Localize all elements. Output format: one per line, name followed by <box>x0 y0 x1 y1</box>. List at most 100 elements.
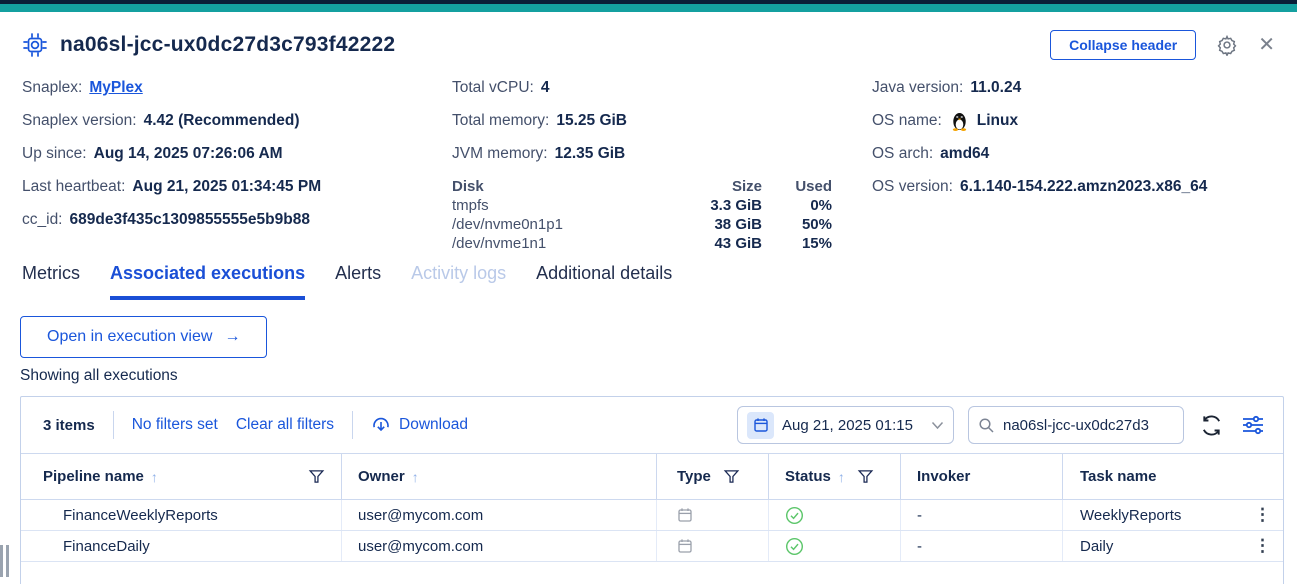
field-value: 689de3f435c1309855555e5b9b88 <box>69 211 310 228</box>
field-value: 4 <box>540 79 550 96</box>
tab-metrics[interactable]: Metrics <box>22 263 80 283</box>
column-settings-button[interactable] <box>1239 412 1267 438</box>
up-since-field: Up since: Aug 14, 2025 07:26:06 AM <box>22 144 452 164</box>
field-value: 11.0.24 <box>970 79 1022 96</box>
column-label: Status <box>785 468 831 485</box>
pipeline-name: FinanceWeeklyReports <box>63 506 218 524</box>
field-label: Last heartbeat: <box>22 178 126 195</box>
top-navy-bar <box>0 0 1297 4</box>
table-row[interactable]: FinanceDaily user@mycom.com - <box>21 531 1283 562</box>
chevron-down-icon <box>931 421 944 429</box>
table-row[interactable]: FinanceWeeklyReports user@mycom.com - <box>21 500 1283 531</box>
disk-size: 38 GiB <box>714 216 762 233</box>
pipeline-name-cell[interactable]: FinanceDaily <box>21 531 341 561</box>
disk-size-header: Size <box>731 178 762 195</box>
table-search[interactable]: na06sl-jcc-ux0dc27d3 <box>968 406 1184 444</box>
disk-used: 50% <box>801 216 832 233</box>
owner-value: user@mycom.com <box>358 537 484 555</box>
calendar-chip <box>747 411 774 439</box>
filter-funnel-icon[interactable] <box>723 468 740 485</box>
open-execution-view-button[interactable]: Open in execution view → <box>20 316 268 358</box>
column-header-invoker[interactable]: Invoker <box>900 454 1062 499</box>
field-value: amd64 <box>940 145 990 162</box>
task-name-value: WeeklyReports <box>1080 506 1182 524</box>
arrow-right-icon: → <box>224 328 241 345</box>
task-name-cell: Daily <box>1062 531 1242 561</box>
tab-additional-details[interactable]: Additional details <box>536 263 673 283</box>
open-execution-view-label: Open in execution view <box>47 328 213 345</box>
disk-size: 43 GiB <box>714 235 762 252</box>
field-label: JVM memory: <box>452 145 548 162</box>
linux-penguin-icon <box>952 113 966 131</box>
kebab-menu-icon[interactable]: ⋮ <box>1254 505 1271 524</box>
node-info-section: Snaplex: MyPlex Snaplex version: 4.42 (R… <box>0 70 1297 253</box>
column-header-pipeline-name[interactable]: Pipeline name ↑ <box>21 454 341 499</box>
detail-tabs: Metrics Associated executions Alerts Act… <box>0 253 1297 300</box>
disk-name: /dev/nvme0n1p1 <box>452 216 563 233</box>
column-header-type[interactable]: Type <box>656 454 768 499</box>
disk-name: tmpfs <box>452 197 489 214</box>
table-header-row: Pipeline name ↑ Owner ↑ Type <box>21 454 1283 500</box>
showing-executions-text: Showing all executions <box>20 367 178 384</box>
info-column-right: Java version: 11.0.24 OS name: Linux OS … <box>872 78 1275 253</box>
pipeline-name: FinanceDaily <box>63 537 150 555</box>
filter-funnel-icon[interactable] <box>857 468 874 485</box>
owner-value: user@mycom.com <box>358 506 484 524</box>
snaplex-field: Snaplex: MyPlex <box>22 78 452 98</box>
settings-gear-icon[interactable] <box>1214 32 1240 58</box>
top-teal-bar <box>0 4 1297 12</box>
no-filters-set-button[interactable]: No filters set <box>131 416 218 433</box>
toolbar-divider <box>112 411 114 439</box>
snaplex-version-field: Snaplex version: 4.42 (Recommended) <box>22 111 452 131</box>
snaplex-link[interactable]: MyPlex <box>89 79 143 96</box>
refresh-button[interactable] <box>1198 412 1225 439</box>
collapse-header-button[interactable]: Collapse header <box>1050 30 1197 60</box>
owner-cell: user@mycom.com <box>341 500 656 530</box>
date-range-value: Aug 21, 2025 01:15 <box>782 416 913 434</box>
disk-used-header: Used <box>795 178 832 195</box>
sort-asc-icon[interactable]: ↑ <box>411 468 419 485</box>
invoker-cell: - <box>900 531 1062 561</box>
kebab-menu-icon[interactable]: ⋮ <box>1254 536 1271 555</box>
sort-asc-icon[interactable]: ↑ <box>837 468 845 485</box>
field-label: Up since: <box>22 145 87 162</box>
info-column-left: Snaplex: MyPlex Snaplex version: 4.42 (R… <box>22 78 452 253</box>
tab-activity-logs: Activity logs <box>411 263 507 283</box>
field-label: Total memory: <box>452 112 550 129</box>
close-icon[interactable]: ✕ <box>1258 34 1275 56</box>
os-name-field: OS name: Linux <box>872 111 1275 131</box>
tab-associated-executions[interactable]: Associated executions <box>110 263 306 300</box>
disk-usage-table: Disk Size Used tmpfs 3.3 GiB 0% /dev/nvm… <box>452 177 832 253</box>
cc-id-field: cc_id: 689de3f435c1309855555e5b9b88 <box>22 210 452 230</box>
column-label: Pipeline name <box>43 468 144 485</box>
total-memory-field: Total memory: 15.25 GiB <box>452 111 872 131</box>
toolbar-divider <box>352 411 354 439</box>
filter-funnel-icon[interactable] <box>308 468 325 485</box>
clear-all-filters-button[interactable]: Clear all filters <box>235 416 335 433</box>
field-label: Snaplex: <box>22 79 83 96</box>
column-header-task-name[interactable]: Task name <box>1062 454 1242 499</box>
calendar-icon <box>753 418 768 432</box>
os-version-field: OS version: 6.1.140-154.222.amzn2023.x86… <box>872 177 1275 197</box>
scheduled-task-icon <box>678 539 692 553</box>
download-icon <box>373 417 389 432</box>
executions-table-panel: 3 items No filters set Clear all filters… <box>20 396 1284 584</box>
resize-handle[interactable] <box>0 545 9 577</box>
java-version-field: Java version: 11.0.24 <box>872 78 1275 98</box>
field-label: Total vCPU: <box>452 79 534 96</box>
download-label: Download <box>399 416 468 433</box>
column-header-status[interactable]: Status ↑ <box>768 454 900 499</box>
tab-alerts[interactable]: Alerts <box>335 263 382 283</box>
sort-asc-icon[interactable]: ↑ <box>150 468 158 485</box>
type-cell <box>656 531 768 561</box>
disk-used: 15% <box>801 235 832 252</box>
date-range-picker[interactable]: Aug 21, 2025 01:15 <box>737 406 954 444</box>
field-value: 6.1.140-154.222.amzn2023.x86_64 <box>959 178 1208 195</box>
field-label: Snaplex version: <box>22 112 137 129</box>
column-header-owner[interactable]: Owner ↑ <box>341 454 656 499</box>
download-button[interactable]: Download <box>371 415 468 435</box>
field-value: 12.35 GiB <box>554 145 626 162</box>
field-value: 4.42 (Recommended) <box>143 112 300 129</box>
field-label: OS arch: <box>872 145 934 162</box>
pipeline-name-cell[interactable]: FinanceWeeklyReports <box>21 500 341 530</box>
